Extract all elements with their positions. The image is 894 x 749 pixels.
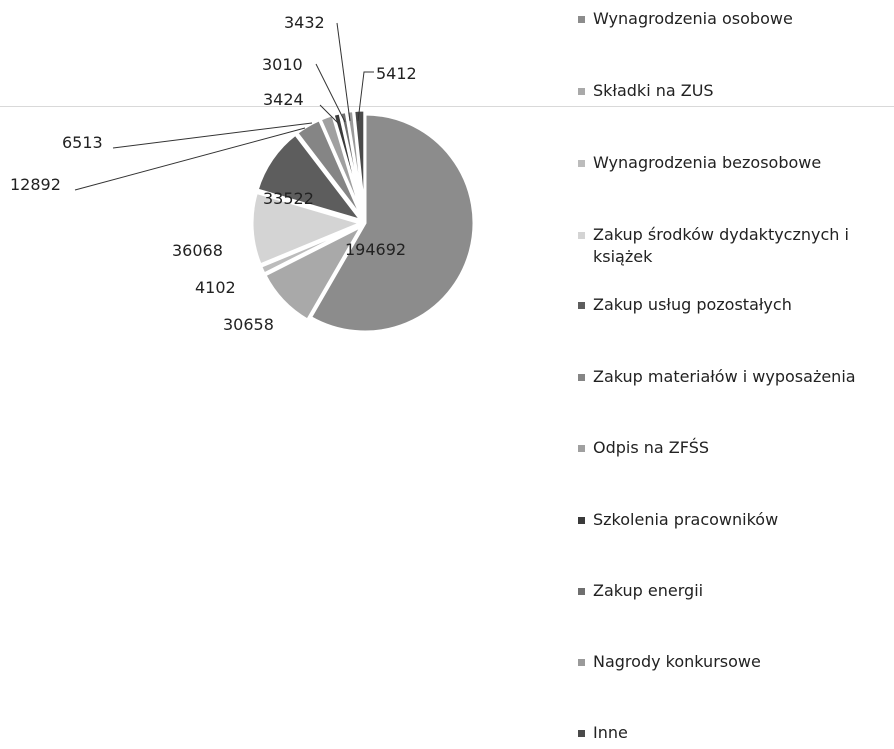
legend-item: Składki na ZUS bbox=[578, 80, 883, 102]
leader-line bbox=[74, 127, 306, 191]
legend-item: Szkolenia pracowników bbox=[578, 509, 883, 531]
leader-line bbox=[315, 63, 346, 123]
data-label: 3010 bbox=[262, 55, 303, 74]
legend-label: Składki na ZUS bbox=[593, 81, 714, 100]
legend-swatch bbox=[578, 160, 585, 167]
leader-line bbox=[336, 22, 351, 122]
legend-label: Odpis na ZFŚS bbox=[593, 438, 709, 457]
pie-slice bbox=[308, 112, 476, 334]
legend-swatch bbox=[578, 517, 585, 524]
legend-item: Zakup materiałów i wyposażenia bbox=[578, 366, 883, 388]
data-label: 30658 bbox=[223, 315, 274, 334]
pie-slice bbox=[250, 190, 366, 267]
legend-item: Nagrody konkursowe bbox=[578, 651, 883, 673]
top-rule bbox=[0, 106, 894, 107]
leader-line bbox=[357, 71, 374, 122]
data-label: 12892 bbox=[10, 175, 61, 194]
legend-label: Inne bbox=[593, 723, 628, 742]
legend-item: Zakup środków dydaktycznych i książek bbox=[578, 224, 883, 268]
legend-swatch bbox=[578, 232, 585, 239]
pie-chart: 194692 30658 4102 36068 33522 12892 6513 3424 30… bbox=[10, 13, 476, 334]
legend-item: Zakup usług pozostałych bbox=[578, 294, 883, 316]
data-label: 5412 bbox=[376, 64, 417, 83]
pie-slice bbox=[255, 132, 366, 224]
legend-swatch bbox=[578, 588, 585, 595]
legend-item: Wynagrodzenia bezosobowe bbox=[578, 152, 883, 174]
legend-swatch bbox=[578, 730, 585, 737]
legend-swatch bbox=[578, 16, 585, 23]
data-label: 36068 bbox=[172, 241, 223, 260]
leader-line bbox=[319, 104, 340, 125]
legend-label: Zakup materiałów i wyposażenia bbox=[593, 367, 856, 386]
legend-item: Wynagrodzenia osobowe bbox=[578, 8, 883, 30]
legend-label: Zakup energii bbox=[593, 581, 704, 600]
leader-line bbox=[112, 122, 313, 149]
legend-item: Zakup energii bbox=[578, 580, 883, 602]
legend-swatch bbox=[578, 374, 585, 381]
legend-swatch bbox=[578, 659, 585, 666]
data-label: 194692 bbox=[345, 240, 406, 259]
data-label: 3432 bbox=[284, 13, 325, 32]
data-label: 3424 bbox=[263, 90, 304, 109]
legend-swatch bbox=[578, 445, 585, 452]
legend-label: Szkolenia pracowników bbox=[593, 510, 779, 529]
legend-label: Wynagrodzenia osobowe bbox=[593, 9, 793, 28]
legend-label: Zakup środków dydaktycznych i książek bbox=[593, 225, 849, 266]
legend-label: Wynagrodzenia bezosobowe bbox=[593, 153, 822, 172]
legend-item: Inne bbox=[578, 722, 883, 744]
legend-item: Odpis na ZFŚS bbox=[578, 437, 883, 459]
legend-swatch bbox=[578, 88, 585, 95]
legend-swatch bbox=[578, 302, 585, 309]
legend-label: Zakup usług pozostałych bbox=[593, 295, 792, 314]
data-label: 4102 bbox=[195, 278, 236, 297]
data-label: 6513 bbox=[62, 133, 103, 152]
legend-label: Nagrody konkursowe bbox=[593, 652, 761, 671]
data-label: 33522 bbox=[263, 189, 314, 208]
